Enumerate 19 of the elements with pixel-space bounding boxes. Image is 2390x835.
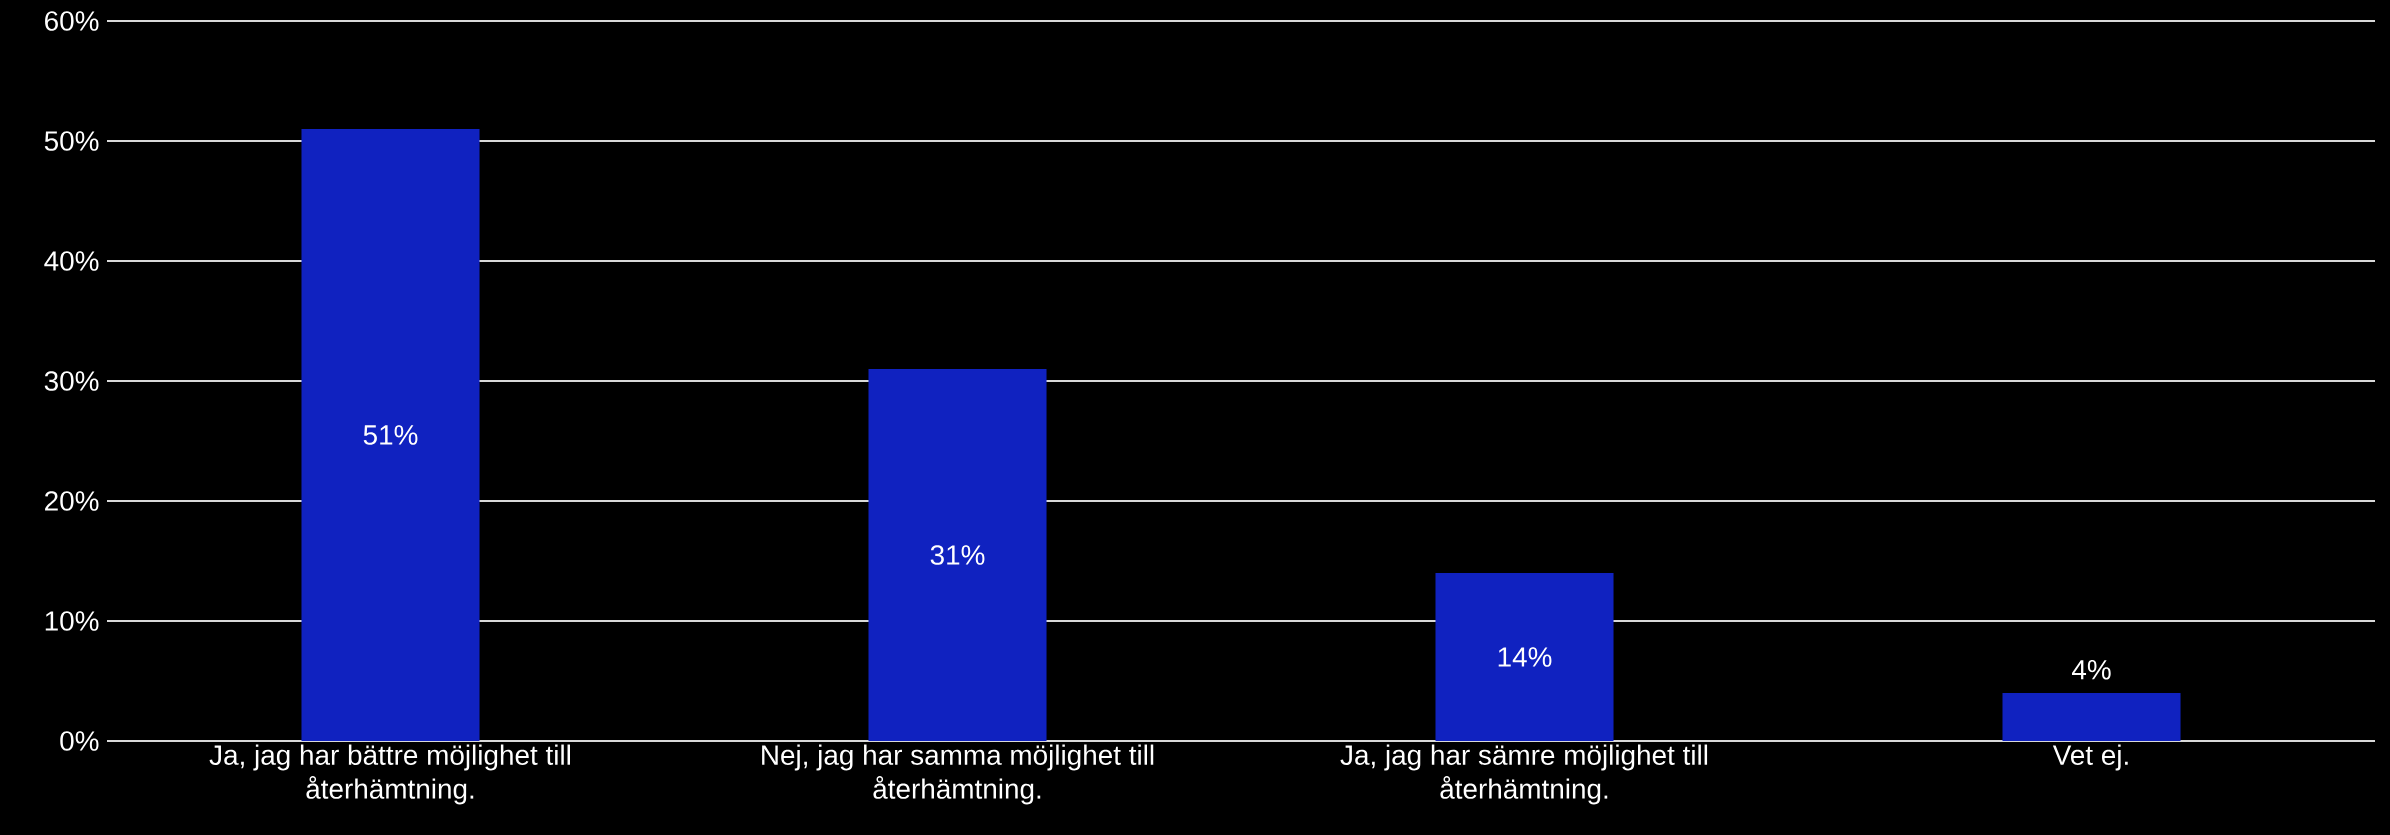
y-tick-label: 50% [44,131,99,151]
data-label: 51% [363,425,418,445]
x-tick-label: Vet ej. [2052,744,2128,771]
bar [1435,573,1614,741]
y-tick-label: 20% [45,491,99,511]
y-tick-label: 60% [45,11,99,31]
bar [868,369,1047,741]
x-tick-label: Ja, jag har sämre möjlighet till återhämtning. [1340,744,1708,805]
y-tick-label: 40% [44,251,99,271]
y-tick-label: 10% [45,611,99,631]
bar [2002,693,2181,741]
bar [301,128,480,741]
y-tick-label: 0% [60,731,99,751]
y-tick-label: 30% [44,371,99,391]
x-tick-label: Nej, jag har samma möjlighet till återhämtning. [762,744,1154,805]
data-label: 4% [2071,659,2111,680]
data-label: 31% [930,545,985,565]
data-label: 14% [1498,647,1552,667]
x-tick-label: Ja, jag har bättre möjlighet till återhämtning. [209,744,570,805]
